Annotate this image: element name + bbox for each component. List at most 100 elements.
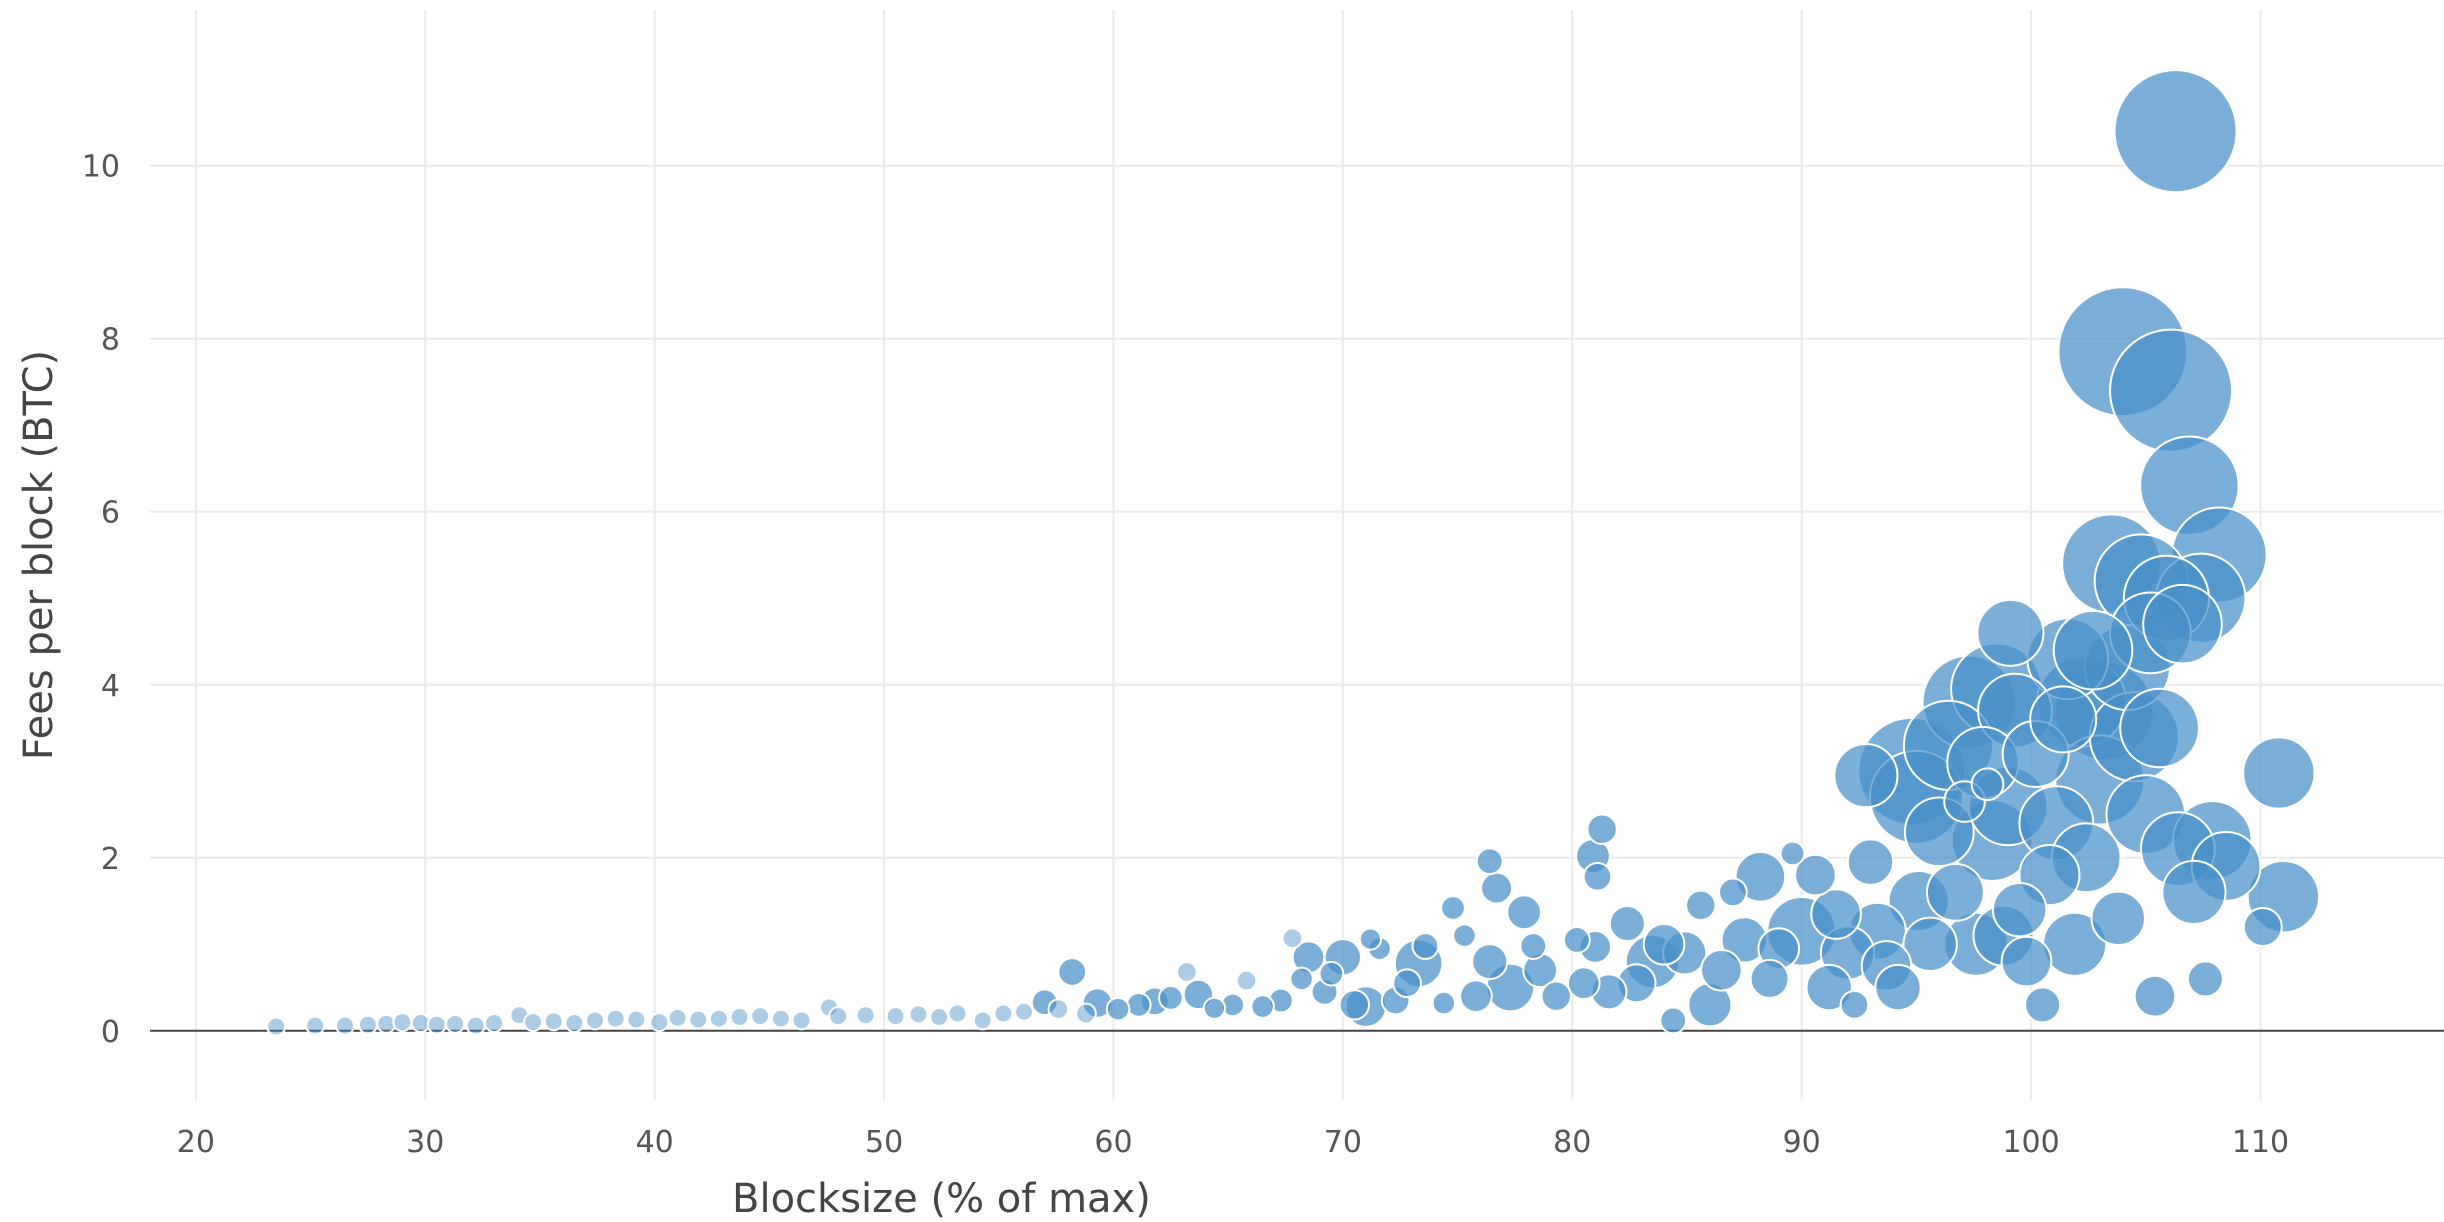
data-bubble — [1642, 922, 1686, 966]
data-bubble — [305, 1015, 326, 1036]
y-tick-label: 10 — [82, 150, 120, 185]
data-bubble — [667, 1007, 688, 1028]
x-tick-label: 80 — [1553, 1125, 1591, 1160]
data-bubble — [1734, 851, 1787, 903]
data-bubble — [1659, 1006, 1688, 1035]
data-bubble — [1833, 743, 1899, 809]
x-tick-label: 40 — [636, 1125, 674, 1160]
data-bubble — [1925, 862, 1985, 922]
data-bubble — [929, 1006, 950, 1027]
data-bubble — [1608, 905, 1646, 943]
data-bubble — [1685, 889, 1717, 922]
data-bubble — [1014, 1001, 1034, 1022]
data-bubble — [1358, 927, 1383, 951]
data-bubble — [484, 1013, 505, 1033]
data-bubble — [1459, 979, 1493, 1014]
data-bubble — [750, 1006, 771, 1027]
data-bubble — [1839, 989, 1870, 1020]
data-bubble — [585, 1010, 605, 1031]
data-bubble — [855, 1005, 876, 1026]
data-bubble — [688, 1009, 709, 1030]
data-bubble — [1586, 813, 1618, 845]
data-bubble — [649, 1012, 670, 1033]
data-bubble — [1475, 847, 1504, 876]
y-axis-ticks: 0 2 4 6 8 10 — [82, 150, 120, 1050]
data-bubble — [1506, 894, 1542, 931]
data-bubble — [2142, 583, 2223, 665]
data-bubble — [2242, 736, 2316, 810]
data-bubble — [828, 1006, 849, 1027]
data-bubble — [1874, 963, 1922, 1012]
data-bubble — [1411, 932, 1440, 960]
data-bubble — [2242, 906, 2283, 947]
data-bubble — [1970, 767, 2005, 802]
data-bubble — [708, 1008, 729, 1029]
data-bubble — [1075, 1002, 1097, 1025]
data-bubble — [1471, 943, 1509, 981]
data-bubble — [1749, 958, 1790, 999]
data-bubble — [335, 1015, 355, 1036]
data-bubble — [2052, 609, 2134, 691]
data-bubble — [1047, 998, 1070, 1021]
data-bubble — [465, 1015, 486, 1036]
data-bubble — [392, 1012, 413, 1033]
data-bubble — [1976, 598, 2045, 667]
data-bubble — [729, 1006, 750, 1027]
data-bubble — [1902, 916, 1958, 972]
data-bubble — [1991, 881, 2048, 938]
x-tick-label: 70 — [1324, 1125, 1362, 1160]
data-bubble — [1157, 985, 1184, 1011]
data-bubble — [1810, 888, 1862, 940]
x-tick-label: 30 — [406, 1125, 444, 1160]
data-bubble — [1030, 988, 1059, 1017]
data-bubble — [2090, 890, 2146, 947]
data-bubble — [564, 1013, 585, 1033]
data-bubble — [947, 1003, 968, 1024]
data-bubble — [1105, 996, 1131, 1022]
x-tick-label: 50 — [865, 1125, 903, 1160]
y-axis-title: Fees per block (BTC) — [16, 350, 62, 760]
data-bubble — [1440, 895, 1466, 921]
y-tick-label: 0 — [101, 1015, 120, 1050]
data-bubble — [1125, 991, 1152, 1018]
data-bubble — [1566, 966, 1601, 1001]
data-bubble — [1250, 994, 1275, 1019]
data-bubble — [1519, 932, 1548, 960]
data-bubble — [2161, 859, 2227, 925]
x-tick-label: 60 — [1094, 1125, 1132, 1160]
data-bubble — [2029, 685, 2098, 754]
data-bubble — [1289, 966, 1314, 992]
x-tick-label: 110 — [2232, 1125, 2289, 1160]
data-bubble — [1176, 961, 1198, 983]
data-bubble — [1540, 980, 1572, 1012]
data-bubble — [2133, 974, 2177, 1018]
x-axis-ticks: 20 30 40 50 60 70 80 90 100 110 — [177, 1125, 2289, 1160]
data-bubble — [626, 1009, 647, 1030]
data-bubble — [1235, 969, 1258, 992]
data-bubble — [2113, 69, 2238, 194]
data-bubble — [1338, 989, 1371, 1021]
data-bubble — [1281, 927, 1304, 950]
data-bubble — [1057, 957, 1088, 987]
y-tick-label: 2 — [101, 842, 120, 877]
data-bubble — [993, 1003, 1014, 1024]
data-bubble — [2109, 328, 2234, 453]
data-bubble — [972, 1010, 993, 1031]
data-bubble — [1562, 926, 1591, 954]
data-bubble — [1318, 960, 1345, 987]
data-bubble — [2000, 935, 2053, 988]
data-bubble — [1846, 838, 1895, 886]
data-bubble — [605, 1008, 626, 1029]
data-bubbles — [266, 69, 2321, 1037]
x-tick-label: 20 — [177, 1125, 215, 1160]
data-bubble — [1431, 990, 1457, 1016]
data-bubble — [1700, 948, 1743, 992]
data-bubble — [1202, 996, 1227, 1020]
data-bubble — [1480, 871, 1514, 905]
data-bubble — [2119, 687, 2200, 769]
data-bubble — [410, 1013, 431, 1033]
data-bubble — [791, 1010, 812, 1031]
data-bubble — [266, 1016, 287, 1037]
data-bubble — [1392, 968, 1422, 999]
y-tick-label: 8 — [101, 323, 120, 358]
